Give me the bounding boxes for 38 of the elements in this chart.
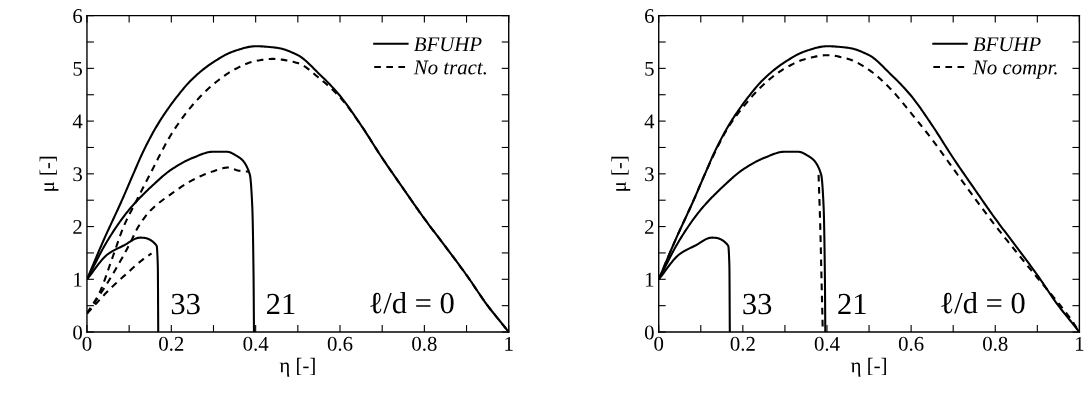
x-tick-label: 0.4 [814, 336, 840, 351]
x-axis-title: η [-] [850, 357, 886, 377]
x-tick-label: 1 [1076, 336, 1084, 351]
legend-label: No tract. [413, 60, 486, 75]
x-tick-label: 1 [505, 336, 513, 351]
legend-label: BFUHP [973, 37, 1041, 52]
y-tick-label: 3 [73, 167, 82, 182]
y-tick-label: 4 [644, 114, 655, 129]
legend-label: BFUHP [414, 37, 482, 52]
legend-label: No compr. [972, 60, 1057, 79]
y-tick-label: 0 [644, 325, 654, 340]
y-tick-label: 5 [645, 61, 654, 76]
y-axis-title: μ [-] [611, 156, 631, 191]
annotation: 21 [267, 293, 295, 315]
y-tick-label: 5 [73, 61, 82, 76]
x-tick-label: 0.2 [730, 336, 755, 351]
y-tick-label: 1 [74, 272, 82, 287]
x-axis-title: η [-] [279, 357, 315, 377]
y-tick-label: 6 [73, 9, 83, 24]
x-tick-label: 0.2 [159, 336, 184, 351]
annotation: 21 [838, 293, 866, 315]
x-tick-label: 0.6 [898, 336, 924, 351]
x-tick-label: 0.4 [243, 336, 269, 351]
y-tick-label: 2 [73, 220, 82, 234]
y-tick-label: 3 [645, 167, 654, 182]
x-tick-label: 0.8 [412, 336, 437, 351]
y-tick-label: 2 [645, 220, 654, 234]
x-tick-label: 0.8 [983, 336, 1008, 351]
y-axis-title: μ [-] [39, 156, 59, 191]
y-tick-label: 6 [645, 9, 654, 24]
annotation: ℓ/d = 0 [370, 291, 454, 314]
annotation: 33 [171, 293, 200, 315]
annotation: 33 [743, 293, 772, 315]
y-tick-label: 0 [73, 325, 82, 340]
annotation: ℓ/d = 0 [941, 291, 1025, 314]
y-tick-label: 4 [72, 114, 83, 129]
y-tick-label: 1 [645, 272, 654, 287]
x-tick-label: 0.6 [327, 336, 353, 351]
